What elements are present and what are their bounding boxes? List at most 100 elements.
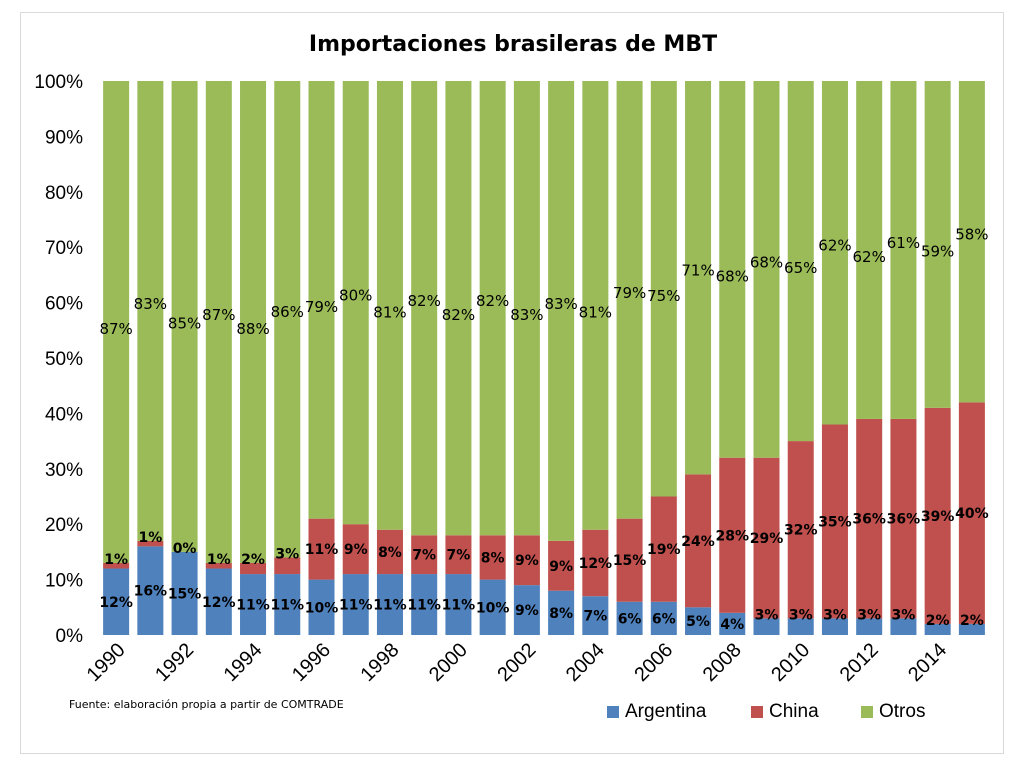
y-tick-label: 10% <box>45 571 83 592</box>
data-label-argentina: 12% <box>99 595 133 611</box>
data-label-argentina: 2% <box>926 613 950 629</box>
y-tick-label: 100% <box>34 72 83 93</box>
data-label-otros: 86% <box>271 303 304 321</box>
data-label-argentina: 5% <box>686 614 710 630</box>
bar-argentina-2014 <box>924 623 951 635</box>
bar-otros-2009 <box>753 81 780 458</box>
data-label-china: 29% <box>750 531 784 547</box>
data-label-argentina: 3% <box>789 607 813 623</box>
y-tick-label: 90% <box>45 127 83 148</box>
bar-argentina-1996 <box>308 579 335 635</box>
data-label-otros: 68% <box>750 253 783 271</box>
source-note: Fuente: elaboración propia a partir de C… <box>69 698 344 711</box>
data-label-china: 36% <box>852 512 886 528</box>
data-label-china: 39% <box>921 509 955 525</box>
x-tick-label: 2004 <box>562 639 609 686</box>
bar-argentina-1992 <box>171 551 198 635</box>
bar-otros-1991 <box>137 81 164 541</box>
bar-china-1996 <box>308 518 335 580</box>
bar-china-2003 <box>548 540 575 591</box>
data-label-otros: 83% <box>510 306 543 324</box>
x-tick-label: 2012 <box>836 639 883 686</box>
bar-otros-1997 <box>342 81 369 525</box>
bar-otros-1992 <box>171 81 198 552</box>
bar-argentina-1991 <box>137 546 164 635</box>
data-label-argentina: 11% <box>442 598 476 614</box>
data-label-otros: 58% <box>955 226 988 244</box>
bar-otros-2014 <box>924 81 951 408</box>
x-tick-label: 2000 <box>425 639 472 686</box>
bar-otros-2007 <box>685 81 712 475</box>
legend-swatch-argentina <box>607 706 619 718</box>
bar-china-1995 <box>274 557 301 575</box>
data-label-china: 15% <box>613 553 647 569</box>
bar-argentina-2006 <box>650 601 677 635</box>
data-label-argentina: 11% <box>236 598 270 614</box>
bar-argentina-1998 <box>376 574 403 635</box>
bar-argentina-2007 <box>685 607 712 635</box>
data-label-china: 19% <box>647 542 681 558</box>
chart-title: Importaciones brasileras de MBT <box>309 32 717 57</box>
data-label-argentina: 15% <box>168 586 202 602</box>
chart-canvas: Importaciones brasileras de MBT 0% 10% 20%… <box>34 32 988 722</box>
data-label-china: 9% <box>344 542 368 558</box>
data-label-otros: 81% <box>373 303 406 321</box>
data-label-china: 9% <box>515 553 539 569</box>
bar-argentina-2012 <box>856 618 883 635</box>
bar-argentina-1993 <box>205 568 232 635</box>
data-label-argentina: 8% <box>549 606 573 622</box>
chart-frame: Importaciones brasileras de MBT 0% 10% 20%… <box>20 12 1004 754</box>
x-tick-label: 1998 <box>356 639 403 686</box>
data-label-china: 35% <box>818 514 852 530</box>
data-label-argentina: 11% <box>271 598 305 614</box>
bar-argentina-1997 <box>342 574 369 635</box>
data-label-otros: 61% <box>887 234 920 252</box>
data-label-argentina: 10% <box>476 600 510 616</box>
x-tick-label: 2008 <box>699 639 746 686</box>
data-label-argentina: 4% <box>720 617 744 633</box>
bar-china-2006 <box>650 496 677 602</box>
data-label-china: 2% <box>241 552 265 568</box>
bar-china-2009 <box>753 457 780 619</box>
x-tick-label: 1996 <box>288 639 335 686</box>
y-tick-label: 80% <box>45 183 83 204</box>
bar-china-2012 <box>856 418 883 619</box>
data-label-otros: 83% <box>544 295 577 313</box>
data-label-argentina: 12% <box>202 595 236 611</box>
legend-swatch-otros <box>861 706 873 718</box>
data-label-china: 28% <box>716 528 750 544</box>
x-axis: 1990 1992 1994 1996 1998 2000 2002 2004 2006 2008… <box>83 639 952 686</box>
data-label-china: 11% <box>305 542 339 558</box>
data-label-otros: 81% <box>579 303 612 321</box>
data-label-argentina: 10% <box>305 600 339 616</box>
bar-china-2005 <box>616 518 643 602</box>
data-label-argentina: 6% <box>618 611 642 627</box>
y-tick-label: 30% <box>45 460 83 481</box>
bar-argentina-2001 <box>479 579 506 635</box>
bar-argentina-2009 <box>753 618 780 635</box>
data-label-china: 36% <box>887 512 921 528</box>
bar-china-1990 <box>103 562 130 569</box>
y-tick-label: 40% <box>45 404 83 425</box>
bar-argentina-2008 <box>719 612 746 635</box>
bars-layer <box>103 81 985 635</box>
legend: Argentina China Otros <box>607 701 925 722</box>
data-label-otros: 68% <box>716 267 749 285</box>
data-label-otros: 80% <box>339 287 372 305</box>
data-label-otros: 62% <box>818 237 851 255</box>
x-tick-label: 1994 <box>220 639 267 686</box>
data-label-argentina: 3% <box>857 607 881 623</box>
bar-argentina-2015 <box>958 623 985 635</box>
data-label-otros: 59% <box>921 242 954 260</box>
bar-china-2008 <box>719 457 746 613</box>
bar-china-2004 <box>582 529 609 597</box>
data-label-china: 8% <box>378 545 402 561</box>
x-tick-label: 2014 <box>904 639 951 686</box>
bar-china-1991 <box>137 540 164 547</box>
data-label-china: 24% <box>681 534 715 550</box>
bar-china-2011 <box>821 424 848 619</box>
data-label-argentina: 11% <box>339 598 373 614</box>
bar-otros-2003 <box>548 81 575 541</box>
data-label-otros: 87% <box>99 320 132 338</box>
x-tick-label: 1990 <box>83 639 130 686</box>
